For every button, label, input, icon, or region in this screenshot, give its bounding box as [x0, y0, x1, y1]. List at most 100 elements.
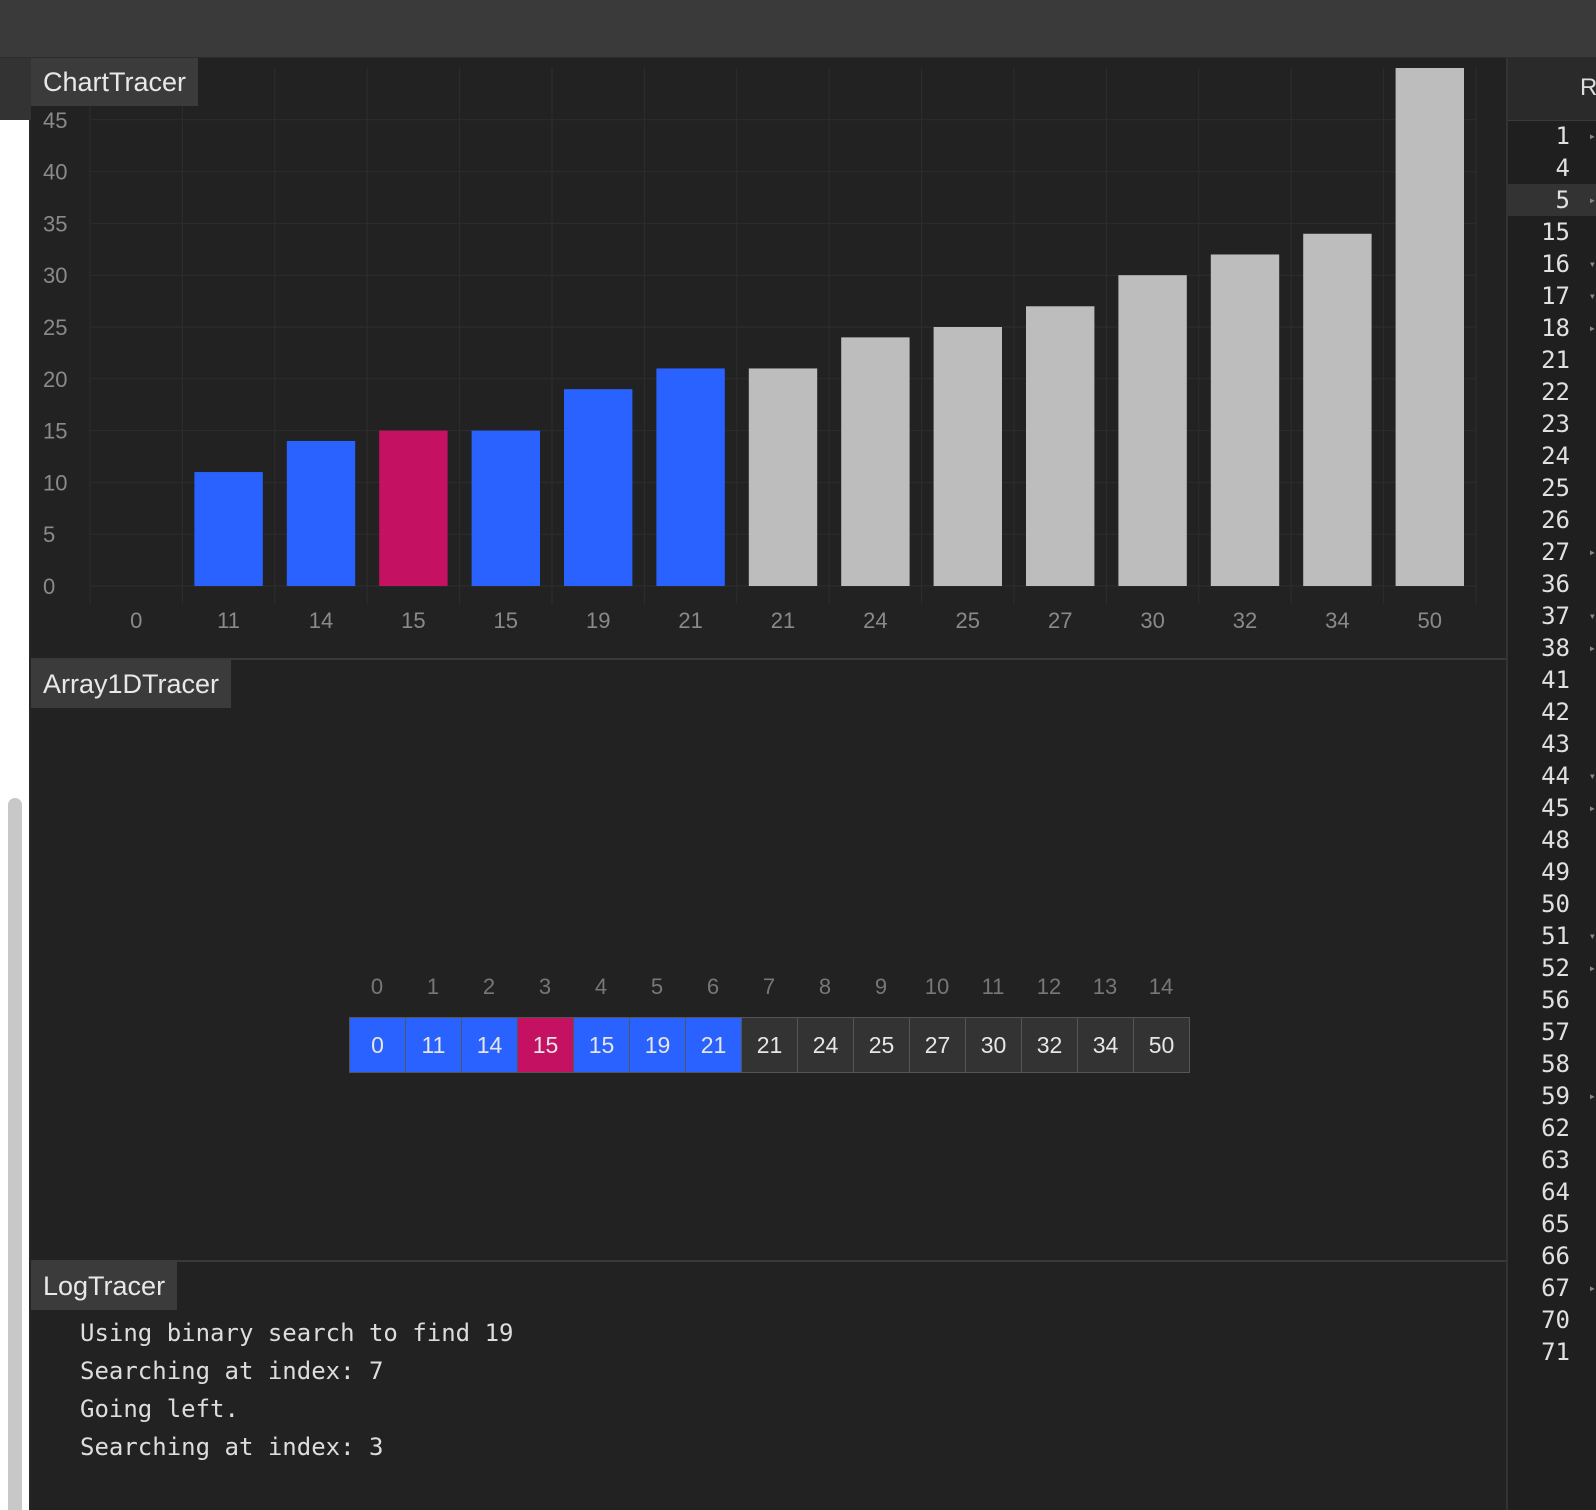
line-number-row[interactable]: 42 [1508, 696, 1596, 728]
line-number-row[interactable]: 59 ▸ [1508, 1080, 1596, 1112]
array-cell: 21 [686, 1018, 742, 1072]
line-number: 4 [1555, 154, 1570, 182]
line-number: 25 [1541, 474, 1570, 502]
y-tick-label: 30 [43, 263, 67, 288]
line-number: 52 [1541, 954, 1570, 982]
fold-collapsed-icon[interactable]: ▸ [1588, 801, 1596, 815]
array-cell: 50 [1134, 1018, 1189, 1072]
line-number: 41 [1541, 666, 1570, 694]
array-cell: 15 [518, 1018, 574, 1072]
array-cell: 34 [1078, 1018, 1134, 1072]
line-number-row[interactable]: 71 [1508, 1336, 1596, 1368]
array-index-label: 7 [762, 974, 776, 999]
fold-collapsed-icon[interactable]: ▸ [1588, 545, 1596, 559]
line-number-row[interactable]: 16 ▾ [1508, 248, 1596, 280]
chart-bar [656, 368, 725, 586]
line-number-row[interactable]: 41 [1508, 664, 1596, 696]
line-number-row[interactable]: 22 [1508, 376, 1596, 408]
line-number: 45 [1541, 794, 1570, 822]
line-number: 16 [1541, 250, 1570, 278]
y-tick-label: 10 [43, 470, 67, 495]
line-number-row[interactable]: 4 [1508, 152, 1596, 184]
array-index-label: 4 [594, 974, 608, 999]
line-number-row[interactable]: 64 [1508, 1176, 1596, 1208]
line-number-row[interactable]: 56 [1508, 984, 1596, 1016]
line-number-row[interactable]: 45 ▸ [1508, 792, 1596, 824]
bar-chart: 0 5 10 15 20 25 30 35 40 45 0 11 14 15 15 19 21 21 24 25 27 3… [43, 68, 1477, 633]
chart-bar [1303, 233, 1372, 586]
fold-collapsed-icon[interactable]: ▸ [1588, 129, 1596, 143]
line-number-row[interactable]: 49 [1508, 856, 1596, 888]
fold-expanded-icon[interactable]: ▾ [1588, 609, 1596, 623]
line-number-row[interactable]: 52 ▸ [1508, 952, 1596, 984]
line-number-row[interactable]: 67 ▸ [1508, 1272, 1596, 1304]
line-number-row[interactable]: 63 [1508, 1144, 1596, 1176]
line-number: 37 [1541, 602, 1570, 630]
array-cell: 25 [854, 1018, 910, 1072]
fold-expanded-icon[interactable]: ▾ [1588, 257, 1596, 271]
x-tick-label: 15 [494, 608, 518, 633]
y-tick-label: 0 [43, 574, 55, 599]
line-number-row[interactable]: 25 [1508, 472, 1596, 504]
line-number-row[interactable]: 27 ▸ [1508, 536, 1596, 568]
line-number: 51 [1541, 922, 1570, 950]
line-number-row[interactable]: 18 ▸ [1508, 312, 1596, 344]
line-number-row[interactable]: 17 ▾ [1508, 280, 1596, 312]
fold-collapsed-icon[interactable]: ▸ [1588, 321, 1596, 335]
line-number-row[interactable]: 57 [1508, 1016, 1596, 1048]
line-number: 65 [1541, 1210, 1570, 1238]
line-number-row[interactable]: 44 ▾ [1508, 760, 1596, 792]
line-number-row[interactable]: 23 [1508, 408, 1596, 440]
array-cell: 30 [966, 1018, 1022, 1072]
x-tick-label: 21 [771, 608, 795, 633]
y-tick-label: 35 [43, 211, 67, 236]
left-scrollbar[interactable] [8, 798, 22, 1510]
array-cell: 27 [910, 1018, 966, 1072]
line-number-row[interactable]: 48 [1508, 824, 1596, 856]
array-tracer-panel: Array1DTracer 0 1 2 3 4 5 6 7 8 9 10 11 12 13 14 0 11 14… [31, 660, 1506, 1262]
chart-bar [1395, 68, 1464, 586]
fold-collapsed-icon[interactable]: ▸ [1588, 1089, 1596, 1103]
array-cell: 11 [406, 1018, 462, 1072]
line-number-row[interactable]: 26 [1508, 504, 1596, 536]
line-number-row[interactable]: 65 [1508, 1208, 1596, 1240]
fold-expanded-icon[interactable]: ▾ [1588, 929, 1596, 943]
line-number-row[interactable]: 15 [1508, 216, 1596, 248]
left-strip-header [0, 58, 31, 120]
array-cell: 15 [574, 1018, 630, 1072]
y-tick-label: 5 [43, 522, 55, 547]
chart-bar [379, 430, 448, 586]
array-tracer-title: Array1DTracer [31, 660, 232, 708]
line-number-row[interactable]: 36 [1508, 568, 1596, 600]
line-number: 49 [1541, 858, 1570, 886]
line-number-row[interactable]: 43 [1508, 728, 1596, 760]
line-number: 24 [1541, 442, 1570, 470]
y-tick-label: 20 [43, 367, 67, 392]
fold-collapsed-icon[interactable]: ▸ [1588, 193, 1596, 207]
x-tick-label: 50 [1418, 608, 1442, 633]
line-number: 67 [1541, 1274, 1570, 1302]
line-number-row[interactable]: 21 [1508, 344, 1596, 376]
fold-collapsed-icon[interactable]: ▸ [1588, 1281, 1596, 1295]
fold-expanded-icon[interactable]: ▾ [1588, 289, 1596, 303]
line-number: 66 [1541, 1242, 1570, 1270]
array-index-label: 9 [874, 974, 888, 999]
line-number-row[interactable]: 58 [1508, 1048, 1596, 1080]
fold-collapsed-icon[interactable]: ▸ [1588, 641, 1596, 655]
fold-collapsed-icon[interactable]: ▸ [1588, 961, 1596, 975]
line-number-row[interactable]: 24 [1508, 440, 1596, 472]
line-number-row[interactable]: 66 [1508, 1240, 1596, 1272]
array-index-label: 8 [818, 974, 832, 999]
fold-expanded-icon[interactable]: ▾ [1588, 769, 1596, 783]
line-number-row[interactable]: 37 ▾ [1508, 600, 1596, 632]
line-number: 5 [1555, 186, 1570, 214]
line-number-row[interactable]: 62 [1508, 1112, 1596, 1144]
line-number-row[interactable]: 50 [1508, 888, 1596, 920]
line-number-row[interactable]: 38 ▸ [1508, 632, 1596, 664]
array-index-label: 11 [981, 974, 1005, 999]
array-cell: 32 [1022, 1018, 1078, 1072]
line-number-row[interactable]: 1 ▸ [1508, 120, 1596, 152]
line-number-row[interactable]: 5 ▸ [1508, 184, 1596, 216]
line-number-row[interactable]: 51 ▾ [1508, 920, 1596, 952]
line-number-row[interactable]: 70 [1508, 1304, 1596, 1336]
